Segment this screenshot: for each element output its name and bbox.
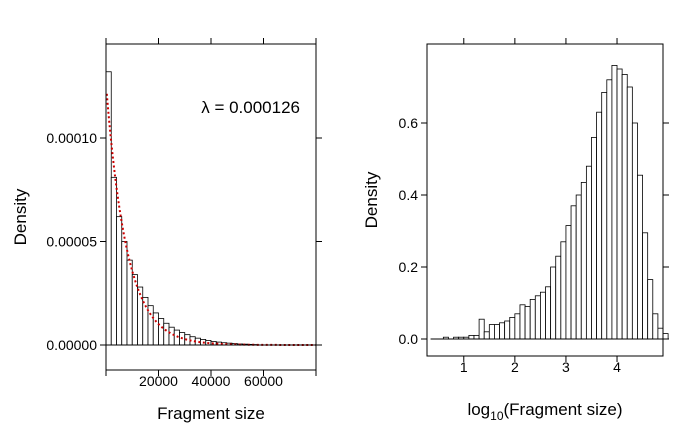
histogram-bar bbox=[657, 327, 664, 340]
histogram-bar bbox=[637, 174, 643, 340]
histogram-bar bbox=[626, 86, 633, 340]
right-x-axis-title: log10(Fragment size) bbox=[467, 400, 622, 423]
histogram-bar bbox=[580, 181, 587, 340]
histogram-bar bbox=[550, 266, 557, 340]
histogram-bar bbox=[499, 322, 506, 340]
histogram-bar bbox=[163, 322, 170, 346]
histogram-bar bbox=[158, 318, 165, 346]
histogram-bar bbox=[494, 324, 500, 340]
histogram-bar bbox=[555, 255, 562, 340]
x-tick-label: 1 bbox=[460, 359, 468, 375]
histogram-bar bbox=[137, 286, 144, 346]
lambda-annotation: λ = 0.000126 bbox=[201, 98, 300, 117]
histogram-bar bbox=[116, 216, 123, 346]
histogram-bar bbox=[570, 205, 577, 340]
histogram-bar bbox=[560, 241, 567, 340]
lambda-symbol: λ bbox=[201, 98, 210, 117]
histogram-bar bbox=[110, 176, 117, 346]
histogram-bar bbox=[509, 316, 516, 340]
x-tick-label: 3 bbox=[562, 359, 570, 375]
histogram-bar bbox=[545, 286, 552, 340]
histogram-bar bbox=[173, 329, 180, 346]
histogram-bar bbox=[524, 306, 531, 340]
histogram-bar bbox=[611, 65, 618, 340]
histogram-bar bbox=[121, 241, 128, 346]
right-axis-ticks: 1 2 3 4 0.0 0.2 0.4 0.6 bbox=[399, 38, 669, 375]
y-tick-label: 0.00005 bbox=[46, 234, 97, 250]
histogram-bar bbox=[514, 313, 521, 340]
x-tick-label: 40000 bbox=[192, 373, 231, 389]
histogram-bar bbox=[468, 334, 475, 340]
histogram-bar bbox=[631, 122, 638, 340]
right-y-axis-title: Density bbox=[362, 171, 381, 228]
log-subscript: 10 bbox=[490, 409, 504, 423]
right-plot-frame bbox=[426, 43, 664, 357]
histogram-bar bbox=[596, 111, 603, 340]
histogram-bar bbox=[519, 304, 526, 340]
histogram-bar bbox=[529, 298, 536, 340]
y-tick-label: 0.00010 bbox=[46, 130, 97, 146]
right-histogram-bars bbox=[442, 65, 669, 340]
left-histogram-panel: 20000 40000 60000 0.00000 0.00005 0.00010 λ =… bbox=[11, 38, 322, 423]
x-tick-label: 60000 bbox=[244, 373, 283, 389]
histogram-bar bbox=[591, 136, 597, 340]
histogram-bar bbox=[575, 194, 582, 340]
y-tick-label: 0.0 bbox=[399, 331, 419, 347]
histogram-bar bbox=[534, 295, 541, 340]
histogram-bar bbox=[585, 165, 592, 340]
histogram-bar bbox=[126, 259, 133, 346]
x-tick-label: 20000 bbox=[139, 373, 178, 389]
histogram-bar bbox=[652, 313, 659, 340]
histogram-bar bbox=[616, 68, 623, 340]
histogram-bar bbox=[478, 318, 485, 340]
left-axis-ticks: 20000 40000 60000 0.00000 0.00005 0.00010 bbox=[46, 38, 322, 389]
y-tick-label: 0.2 bbox=[399, 259, 419, 275]
histogram-bar bbox=[540, 291, 546, 340]
log-suffix: (Fragment size) bbox=[504, 400, 623, 419]
histogram-bar bbox=[147, 305, 154, 346]
x-tick-label: 4 bbox=[613, 359, 621, 375]
histogram-bar bbox=[483, 331, 490, 340]
lambda-value: = 0.000126 bbox=[210, 98, 300, 117]
right-histogram-panel: 1 2 3 4 0.0 0.2 0.4 0.6 log10(Fragment size) De… bbox=[362, 38, 669, 423]
histogram-bar bbox=[168, 326, 175, 346]
histogram-bar bbox=[565, 225, 572, 340]
y-tick-label: 0.4 bbox=[399, 187, 419, 203]
left-histogram-bars bbox=[105, 71, 259, 346]
left-x-axis-title: Fragment size bbox=[157, 404, 265, 423]
histogram-bar bbox=[642, 232, 649, 340]
histogram-bar bbox=[488, 324, 495, 340]
x-tick-label: 2 bbox=[511, 359, 519, 375]
histogram-bar bbox=[601, 92, 608, 340]
left-y-axis-title: Density bbox=[11, 188, 30, 245]
histogram-bar bbox=[662, 333, 669, 340]
y-tick-label: 0.00000 bbox=[46, 337, 97, 353]
y-tick-label: 0.6 bbox=[399, 115, 419, 131]
histogram-bar bbox=[621, 74, 628, 340]
histogram-bar bbox=[504, 320, 511, 340]
histogram-bar bbox=[606, 79, 613, 340]
histogram-bar bbox=[142, 296, 149, 346]
log-prefix: log bbox=[467, 400, 490, 419]
histogram-bar bbox=[647, 279, 654, 340]
histogram-bar bbox=[473, 334, 480, 340]
